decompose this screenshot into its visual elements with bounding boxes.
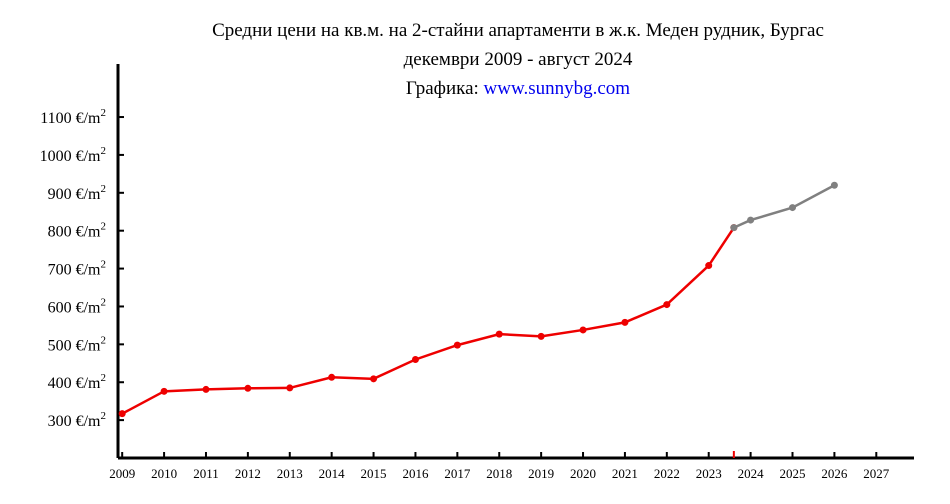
y-tick-label: 800 €/m2: [48, 221, 106, 241]
data-point-forecast: [830, 181, 838, 189]
data-point-actual: [663, 301, 671, 309]
chart-subtitle: декември 2009 - август 2024: [403, 49, 633, 70]
x-tick-label: 2019: [528, 466, 554, 481]
series-line-forecast: [733, 184, 835, 229]
data-point-actual: [537, 332, 545, 340]
data-point-actual: [118, 410, 126, 418]
x-tick-label: 2020: [570, 466, 596, 481]
y-tick-label: 700 €/m2: [48, 259, 106, 279]
x-tick-label: 2010: [151, 466, 177, 481]
x-tick-label: 2018: [486, 466, 512, 481]
x-tick-label: 2014: [319, 466, 346, 481]
x-tick-label: 2009: [109, 466, 135, 481]
data-point-actual: [370, 375, 378, 383]
x-tick-label: 2022: [654, 466, 680, 481]
data-point-actual: [579, 326, 587, 334]
x-tick-label: 2013: [277, 466, 303, 481]
x-tick-label: 2012: [235, 466, 261, 481]
data-point-actual: [705, 262, 713, 270]
y-tick-label: 1000 €/m2: [40, 145, 106, 165]
x-tick-label: 2017: [444, 466, 471, 481]
x-tick-label: 2023: [696, 466, 722, 481]
data-point-actual: [244, 384, 252, 392]
x-tick-label: 2011: [193, 466, 219, 481]
x-tick-label: 2021: [612, 466, 638, 481]
chart-title: Средни цени на кв.м. на 2-стайни апартам…: [212, 20, 824, 41]
x-tick-label: 2024: [738, 466, 765, 481]
credit-link[interactable]: www.sunnybg.com: [483, 78, 631, 99]
chart-title-block: Средни цени на кв.м. на 2-стайни апартам…: [118, 16, 918, 103]
data-point-actual: [160, 387, 168, 395]
x-tick-label: 2027: [863, 466, 890, 481]
y-tick-label: 600 €/m2: [48, 296, 106, 316]
x-tick-label: 2026: [821, 466, 848, 481]
y-tick-label: 1100 €/m2: [40, 107, 106, 127]
data-point-actual: [202, 385, 210, 393]
data-point-actual: [286, 384, 294, 392]
x-tick-label: 2015: [361, 466, 387, 481]
credit-prefix: Графика:: [405, 78, 484, 99]
data-point-forecast: [730, 224, 738, 232]
series-line-actual: [121, 226, 735, 415]
x-tick-label: 2016: [402, 466, 429, 481]
data-point-actual: [453, 341, 461, 349]
x-tick-label: 2025: [780, 466, 806, 481]
y-tick-label: 300 €/m2: [48, 410, 106, 430]
data-point-actual: [495, 330, 503, 338]
y-tick-label: 400 €/m2: [48, 372, 106, 392]
data-point-forecast: [747, 216, 755, 224]
y-tick-label: 500 €/m2: [48, 334, 106, 354]
data-point-actual: [328, 373, 336, 381]
chart-credit: Графика: www.sunnybg.com: [118, 74, 918, 103]
data-point-actual: [411, 356, 419, 363]
y-tick-label: 900 €/m2: [48, 183, 106, 203]
data-point-forecast: [789, 204, 797, 212]
data-point-actual: [621, 318, 629, 326]
